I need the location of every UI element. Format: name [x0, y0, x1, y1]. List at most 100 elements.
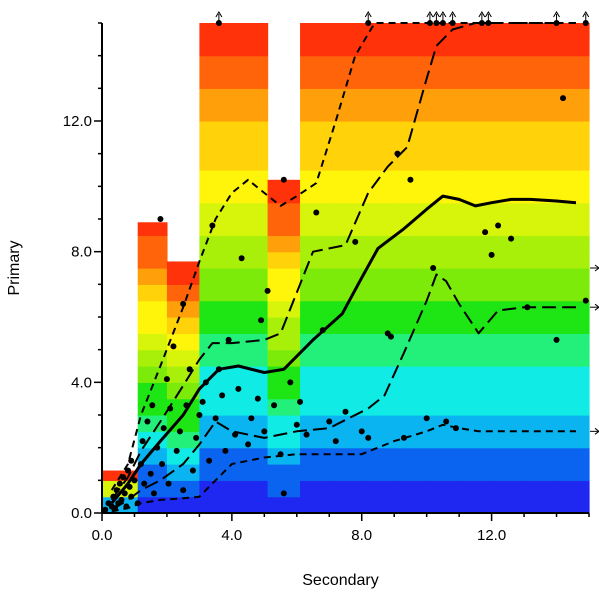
heatmap-cell-6: [300, 349, 334, 367]
heatmap-cell-5: [267, 333, 301, 351]
heatmap-cell-14: [556, 72, 590, 89]
data-point: [149, 402, 156, 409]
heatmap-cell-4: [199, 447, 269, 465]
heatmap-cell-5: [267, 480, 301, 498]
heatmap-cell-13: [524, 219, 558, 236]
y-tick-label: 12.0: [63, 113, 92, 130]
heatmap-cell-11: [459, 170, 493, 187]
heatmap-cell-2: [137, 333, 168, 351]
data-point: [193, 434, 200, 441]
y-tick-label: 8.0: [71, 244, 92, 261]
heatmap-cell-4: [199, 284, 269, 302]
heatmap-cell-9: [394, 366, 428, 383]
data-point: [495, 222, 502, 229]
heatmap-cell-4: [199, 300, 269, 318]
heatmap-cell-8: [361, 202, 395, 220]
heatmap-cell-4: [199, 480, 269, 498]
heatmap-cell-10: [426, 284, 460, 302]
heatmap-cell-8: [361, 137, 395, 155]
data-point: [264, 287, 271, 294]
y-tick-label: 0.0: [71, 505, 92, 522]
data-point: [225, 336, 232, 343]
heatmap-cell-4: [199, 317, 269, 334]
heatmap-cell-10: [426, 153, 460, 171]
data-point: [394, 150, 401, 157]
heatmap-cell-4: [199, 398, 269, 416]
data-point: [433, 20, 440, 26]
heatmap-cell-7: [332, 317, 363, 334]
data-point: [154, 444, 161, 451]
heatmap-cell-11: [459, 382, 493, 400]
heatmap-cell-2: [137, 284, 168, 302]
heatmap-cell-10: [426, 39, 460, 57]
heatmap-cell-7: [332, 251, 363, 269]
heatmap-cell-6: [300, 251, 334, 269]
heatmap-cell-8: [361, 88, 395, 106]
heatmap-cell-7: [332, 170, 363, 187]
heatmap-cell-9: [394, 251, 428, 269]
heatmap-cell-10: [426, 333, 460, 351]
heatmap-cell-14: [556, 496, 590, 514]
heatmap-cell-11: [459, 251, 493, 269]
heatmap-cell-5: [267, 219, 301, 236]
heatmap-cell-8: [361, 480, 395, 498]
data-point: [488, 251, 495, 258]
heatmap-cell-10: [426, 88, 460, 106]
heatmap-cell-5: [267, 382, 301, 400]
heatmap-cells: [102, 23, 590, 514]
heatmap-cell-10: [426, 219, 460, 236]
heatmap-cell-8: [361, 268, 395, 285]
heatmap-cell-6: [300, 382, 334, 400]
data-point: [248, 415, 255, 422]
data-point: [261, 428, 268, 435]
heatmap-cell-13: [524, 333, 558, 351]
heatmap-cell-9: [394, 480, 428, 498]
heatmap-cell-1: [121, 470, 139, 481]
heatmap-cell-4: [199, 39, 269, 57]
percentile-lines: [110, 22, 577, 513]
data-point: [144, 418, 151, 425]
heatmap-cell-6: [300, 268, 334, 285]
heatmap-cell-2: [137, 235, 168, 253]
heatmap-cell-13: [524, 496, 558, 514]
heatmap-cell-7: [332, 349, 363, 367]
heatmap-cell-10: [426, 382, 460, 400]
data-point: [159, 461, 166, 467]
offscale-arrowhead-up: [582, 11, 590, 18]
data-point: [287, 379, 294, 386]
heatmap-cell-9: [394, 382, 428, 400]
series-line-0: [110, 194, 577, 505]
heatmap-cell-12: [491, 496, 525, 514]
heatmap-cell-7: [332, 55, 363, 73]
heatmap-cell-9: [394, 72, 428, 89]
heatmap-cell-5: [267, 300, 301, 318]
heatmap-cell-11: [459, 104, 493, 122]
heatmap-cell-6: [300, 447, 334, 465]
heatmap-cell-9: [394, 235, 428, 253]
data-point: [232, 431, 239, 438]
heatmap-cell-10: [426, 23, 460, 40]
heatmap-cell-11: [459, 366, 493, 383]
heatmap-cell-7: [332, 496, 363, 514]
heatmap-cell-14: [556, 202, 590, 220]
heatmap-cell-14: [556, 104, 590, 122]
data-point: [407, 176, 414, 183]
heatmap-cell-2: [137, 222, 168, 236]
data-point: [426, 20, 433, 26]
offscale-arrows: [215, 11, 599, 435]
heatmap-cell-6: [300, 153, 334, 171]
data-point: [215, 20, 222, 26]
heatmap-cell-7: [332, 268, 363, 285]
heatmap-cell-4: [199, 88, 269, 106]
heatmap-cell-9: [394, 137, 428, 155]
heatmap-cell-9: [394, 333, 428, 351]
heatmap-cell-8: [361, 366, 395, 383]
heatmap-cell-14: [556, 349, 590, 367]
heatmap-cell-7: [332, 480, 363, 498]
heatmap-cell-7: [332, 366, 363, 383]
heatmap-cell-6: [300, 72, 334, 89]
data-point: [482, 229, 489, 236]
heatmap-cell-5: [267, 464, 301, 481]
data-point: [254, 395, 261, 402]
heatmap-cell-14: [556, 251, 590, 269]
